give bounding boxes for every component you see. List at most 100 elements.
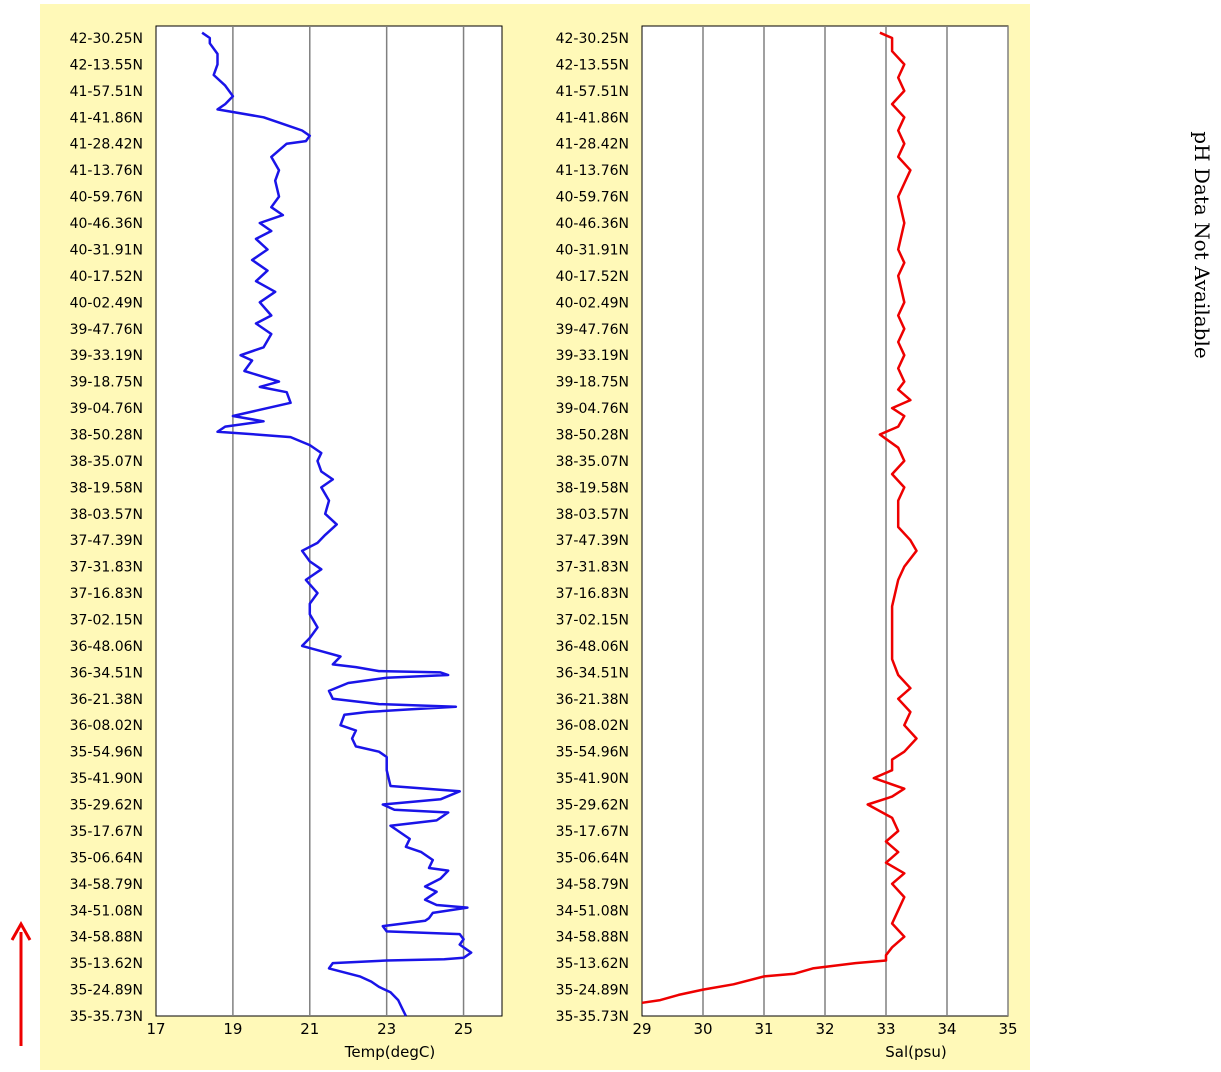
sal-latitude-tick-label: 39-33.19N xyxy=(556,348,629,364)
temp-plot-area xyxy=(155,25,503,1017)
sal-latitude-tick-label: 40-17.52N xyxy=(556,269,629,285)
sal-latitude-tick-label: 36-08.02N xyxy=(556,718,629,734)
temp-latitude-tick-label: 42-30.25N xyxy=(70,31,143,47)
direction-arrow xyxy=(10,920,32,1046)
sal-latitude-tick-label: 34-58.88N xyxy=(556,930,629,946)
temp-latitude-axis: 42-30.25N 42-13.55N 41-57.51N 41-41.86N 41-2… xyxy=(70,31,143,1025)
temp-latitude-tick-label: 37-02.15N xyxy=(70,613,143,629)
sal-latitude-tick-label: 39-18.75N xyxy=(556,375,629,391)
sal-latitude-tick-label: 36-21.38N xyxy=(556,692,629,708)
sal-series-line xyxy=(641,31,918,1005)
temp-latitude-tick-label: 35-41.90N xyxy=(70,771,143,787)
sal-latitude-tick-label: 35-35.73N xyxy=(556,1009,629,1025)
temp-x-tick-label: 19 xyxy=(223,1020,242,1038)
temp-gridlines xyxy=(232,26,465,1016)
sal-latitude-tick-label: 39-04.76N xyxy=(556,401,629,417)
temp-latitude-tick-label: 37-47.39N xyxy=(70,533,143,549)
sal-latitude-tick-label: 37-47.39N xyxy=(556,533,629,549)
sal-latitude-tick-label: 34-51.08N xyxy=(556,903,629,919)
temp-latitude-tick-label: 38-19.58N xyxy=(70,480,143,496)
sal-latitude-tick-label: 41-28.42N xyxy=(556,137,629,153)
temp-latitude-tick-label: 39-33.19N xyxy=(70,348,143,364)
sal-latitude-tick-label: 40-31.91N xyxy=(556,242,629,258)
sal-latitude-tick-label: 37-31.83N xyxy=(556,560,629,576)
sal-latitude-tick-label: 35-13.62N xyxy=(556,956,629,972)
temp-latitude-tick-label: 40-59.76N xyxy=(70,190,143,206)
temp-latitude-tick-label: 38-50.28N xyxy=(70,427,143,443)
sal-x-tick-label: 33 xyxy=(876,1020,895,1038)
sal-gridlines xyxy=(702,26,1009,1016)
sal-latitude-tick-label: 42-13.55N xyxy=(556,57,629,73)
sal-latitude-tick-label: 35-41.90N xyxy=(556,771,629,787)
temp-x-axis-label: Temp(degC) xyxy=(344,1043,435,1061)
temp-x-tick-label: 23 xyxy=(377,1020,396,1038)
temp-latitude-tick-label: 40-17.52N xyxy=(70,269,143,285)
sal-latitude-tick-label: 35-54.96N xyxy=(556,745,629,761)
temp-latitude-tick-label: 35-29.62N xyxy=(70,798,143,814)
sal-latitude-tick-label: 42-30.25N xyxy=(556,31,629,47)
sal-latitude-tick-label: 41-57.51N xyxy=(556,84,629,100)
sal-latitude-tick-label: 40-02.49N xyxy=(556,295,629,311)
temp-latitude-tick-label: 38-03.57N xyxy=(70,507,143,523)
sal-x-tick-label: 30 xyxy=(693,1020,712,1038)
sal-latitude-tick-label: 36-48.06N xyxy=(556,639,629,655)
sal-x-tick-label: 31 xyxy=(754,1020,773,1038)
sal-latitude-tick-label: 35-24.89N xyxy=(556,983,629,999)
temp-latitude-tick-label: 41-41.86N xyxy=(70,110,143,126)
sal-latitude-tick-label: 34-58.79N xyxy=(556,877,629,893)
temp-latitude-tick-label: 34-58.88N xyxy=(70,930,143,946)
sal-x-tick-label: 32 xyxy=(815,1020,834,1038)
sal-latitude-tick-label: 38-50.28N xyxy=(556,427,629,443)
sal-x-tick-label: 34 xyxy=(937,1020,956,1038)
temp-latitude-tick-label: 37-16.83N xyxy=(70,586,143,602)
temp-latitude-tick-label: 35-13.62N xyxy=(70,956,143,972)
temp-latitude-tick-label: 38-35.07N xyxy=(70,454,143,470)
temp-latitude-tick-label: 42-13.55N xyxy=(70,57,143,73)
temp-latitude-tick-label: 39-04.76N xyxy=(70,401,143,417)
temp-latitude-tick-label: 40-02.49N xyxy=(70,295,143,311)
sal-latitude-tick-label: 35-06.64N xyxy=(556,850,629,866)
sal-x-tick-label: 35 xyxy=(998,1020,1017,1038)
temp-latitude-tick-label: 36-48.06N xyxy=(70,639,143,655)
sal-latitude-tick-label: 38-19.58N xyxy=(556,480,629,496)
sal-latitude-tick-label: 37-02.15N xyxy=(556,613,629,629)
temp-latitude-tick-label: 36-21.38N xyxy=(70,692,143,708)
temp-series-line xyxy=(201,31,473,1017)
temp-latitude-tick-label: 36-08.02N xyxy=(70,718,143,734)
sal-x-tick-label: 29 xyxy=(632,1020,651,1038)
sal-latitude-tick-label: 39-47.76N xyxy=(556,322,629,338)
temp-latitude-tick-label: 35-54.96N xyxy=(70,745,143,761)
temp-latitude-tick-label: 40-46.36N xyxy=(70,216,143,232)
sal-latitude-tick-label: 35-29.62N xyxy=(556,798,629,814)
temp-latitude-tick-label: 35-17.67N xyxy=(70,824,143,840)
temp-latitude-tick-label: 41-28.42N xyxy=(70,137,143,153)
temp-latitude-tick-label: 34-58.79N xyxy=(70,877,143,893)
sal-latitude-tick-label: 41-13.76N xyxy=(556,163,629,179)
temp-latitude-tick-label: 39-47.76N xyxy=(70,322,143,338)
sal-latitude-axis: 42-30.25N 42-13.55N 41-57.51N 41-41.86N 41-2… xyxy=(556,31,629,1025)
sal-latitude-tick-label: 37-16.83N xyxy=(556,586,629,602)
temp-latitude-tick-label: 41-13.76N xyxy=(70,163,143,179)
temp-latitude-tick-label: 35-24.89N xyxy=(70,983,143,999)
sal-latitude-tick-label: 35-17.67N xyxy=(556,824,629,840)
temp-latitude-tick-label: 37-31.83N xyxy=(70,560,143,576)
ph-unavailable-note: pH Data Not Available xyxy=(1190,131,1214,358)
temp-latitude-tick-label: 40-31.91N xyxy=(70,242,143,258)
sal-latitude-tick-label: 38-35.07N xyxy=(556,454,629,470)
temp-latitude-tick-label: 41-57.51N xyxy=(70,84,143,100)
temp-latitude-tick-label: 35-06.64N xyxy=(70,850,143,866)
sal-x-axis-label: Sal(psu) xyxy=(885,1043,946,1061)
temp-x-tick-label: 25 xyxy=(454,1020,473,1038)
sal-latitude-tick-label: 36-34.51N xyxy=(556,665,629,681)
temp-x-tick-label: 17 xyxy=(146,1020,165,1038)
sal-latitude-tick-label: 38-03.57N xyxy=(556,507,629,523)
sal-latitude-tick-label: 40-59.76N xyxy=(556,190,629,206)
temp-latitude-tick-label: 35-35.73N xyxy=(70,1009,143,1025)
temp-latitude-tick-label: 36-34.51N xyxy=(70,665,143,681)
temp-latitude-tick-label: 34-51.08N xyxy=(70,903,143,919)
sal-x-axis: 29 30 31 32 33 34 35 xyxy=(632,1020,1017,1038)
sal-latitude-tick-label: 41-41.86N xyxy=(556,110,629,126)
temp-x-tick-label: 21 xyxy=(300,1020,319,1038)
temp-x-axis: 17 19 21 23 25 xyxy=(146,1020,473,1038)
